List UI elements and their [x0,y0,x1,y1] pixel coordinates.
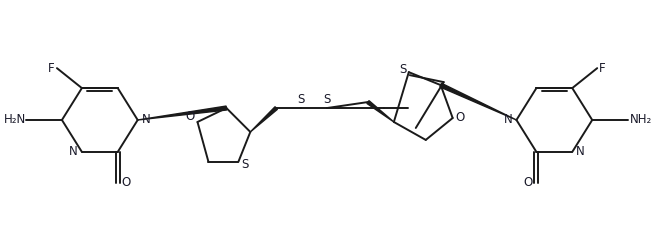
Text: N: N [141,113,151,127]
Text: O: O [523,176,532,189]
Text: H₂N: H₂N [4,113,26,127]
Text: O: O [186,110,195,123]
Polygon shape [250,107,278,132]
Text: S: S [297,93,305,106]
Text: O: O [122,176,131,189]
Text: N: N [576,145,585,158]
Polygon shape [367,101,394,122]
Text: S: S [323,93,331,106]
Text: S: S [399,63,407,76]
Text: NH₂: NH₂ [630,113,652,127]
Polygon shape [138,106,226,120]
Polygon shape [440,83,517,120]
Text: S: S [241,158,249,171]
Text: O: O [455,112,465,124]
Text: F: F [48,62,55,75]
Text: N: N [69,145,78,158]
Text: F: F [599,62,606,75]
Text: N: N [504,113,513,127]
